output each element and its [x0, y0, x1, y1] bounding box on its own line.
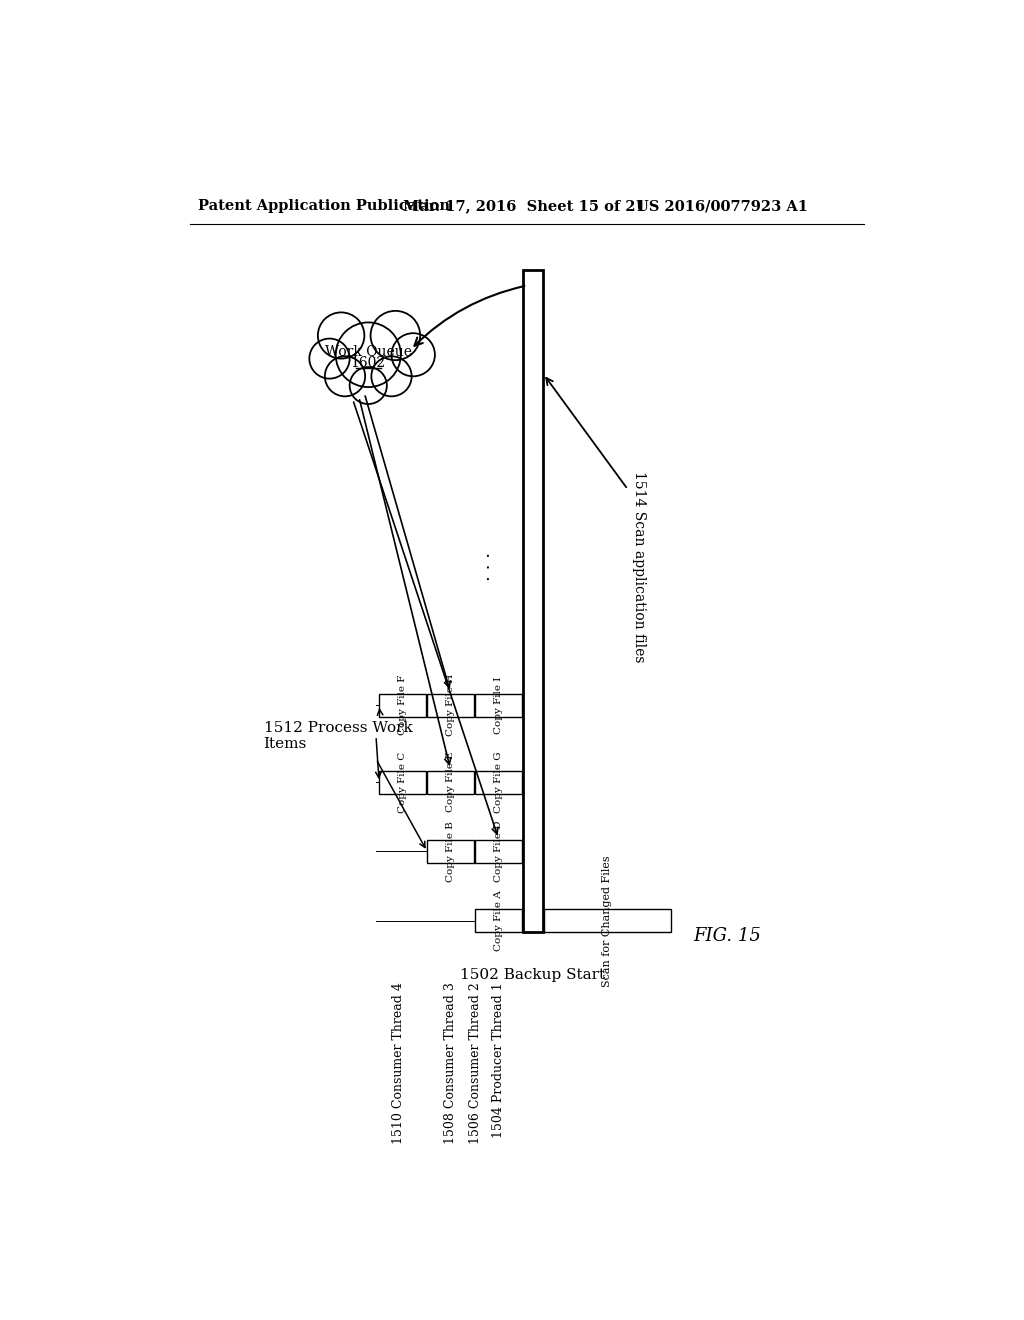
Text: Copy File F: Copy File F — [398, 675, 407, 735]
Text: Copy File G: Copy File G — [494, 751, 503, 813]
Circle shape — [309, 339, 349, 379]
Bar — [523, 271, 543, 932]
Text: Copy File C: Copy File C — [398, 751, 407, 813]
Circle shape — [371, 312, 420, 360]
Text: 1502 Backup Start: 1502 Backup Start — [461, 968, 605, 982]
Circle shape — [325, 356, 366, 396]
Bar — [475, 771, 521, 793]
Text: Copy File E: Copy File E — [445, 751, 455, 813]
Bar — [427, 840, 474, 863]
Text: Copy File D: Copy File D — [494, 821, 503, 882]
Bar — [475, 693, 521, 717]
Text: Copy File B: Copy File B — [445, 821, 455, 882]
Text: FIG. 15: FIG. 15 — [693, 927, 762, 945]
Bar — [427, 693, 474, 717]
Bar — [475, 840, 521, 863]
Bar — [379, 693, 426, 717]
Bar — [475, 909, 521, 932]
Text: 1514 Scan application files: 1514 Scan application files — [633, 471, 646, 663]
Text: 1602: 1602 — [350, 356, 386, 370]
Text: Copy File I: Copy File I — [494, 676, 503, 734]
Text: 1512 Process Work
Items: 1512 Process Work Items — [263, 721, 413, 751]
Bar — [544, 909, 671, 932]
Text: Mar. 17, 2016  Sheet 15 of 21: Mar. 17, 2016 Sheet 15 of 21 — [403, 199, 646, 213]
Text: Patent Application Publication: Patent Application Publication — [198, 199, 450, 213]
Text: Work Queue: Work Queue — [325, 345, 412, 358]
Text: Copy File H: Copy File H — [445, 675, 455, 737]
Circle shape — [349, 367, 387, 404]
Text: US 2016/0077923 A1: US 2016/0077923 A1 — [636, 199, 808, 213]
Circle shape — [372, 356, 412, 396]
Circle shape — [317, 313, 365, 359]
Bar — [427, 771, 474, 793]
Text: 1510 Consumer Thread 4: 1510 Consumer Thread 4 — [392, 982, 404, 1144]
Circle shape — [391, 333, 435, 376]
Text: Scan for Changed Files: Scan for Changed Files — [602, 855, 612, 986]
Text: 1506 Consumer Thread 2: 1506 Consumer Thread 2 — [469, 982, 481, 1144]
Text: 1508 Consumer Thread 3: 1508 Consumer Thread 3 — [443, 982, 457, 1144]
Bar — [379, 771, 426, 793]
Text: . . .: . . . — [475, 552, 494, 581]
Circle shape — [336, 322, 400, 387]
Text: 1504 Producer Thread 1: 1504 Producer Thread 1 — [492, 982, 505, 1138]
Text: Copy File A: Copy File A — [494, 890, 503, 952]
